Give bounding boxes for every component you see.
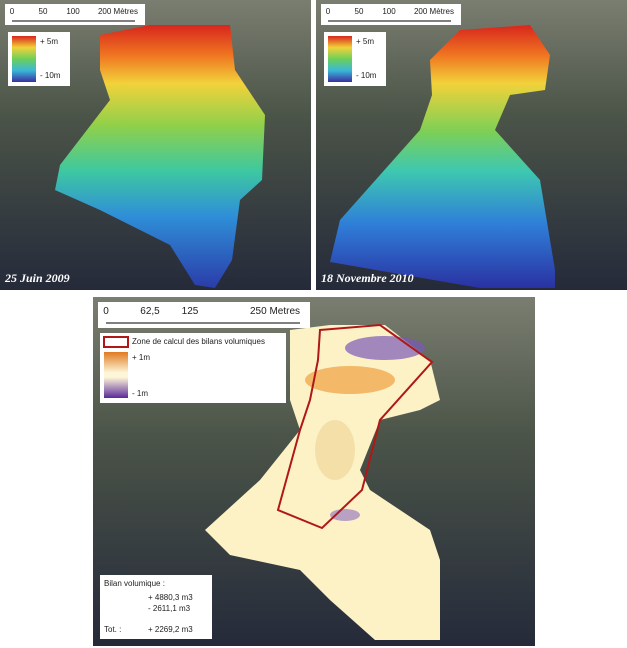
scale-label: 0 (326, 7, 331, 16)
scale-label: 50 (39, 7, 48, 16)
scale-label: 200 Mètres (414, 7, 454, 16)
panel-2009: 0 50 100 200 Mètres + 5m - 10m 25 Juin 2… (0, 0, 311, 290)
legend-label: + 5m (356, 37, 374, 46)
scale-label: 200 Mètres (98, 7, 138, 16)
scale-label: 250 Metres (250, 306, 300, 317)
scale-label: 0 (103, 306, 109, 317)
legend-label: + 5m (40, 37, 58, 46)
legend-label: + 1m (132, 353, 150, 362)
scale-label: 100 (382, 7, 396, 16)
legend-label: - 10m (356, 71, 377, 80)
scale-label: 50 (355, 7, 364, 16)
scale-box (5, 4, 145, 25)
legend-label: - 1m (132, 389, 148, 398)
panel-difference: 0 62,5 125 250 Metres Zone de calcul des… (93, 297, 535, 646)
summary-gain: + 4880,3 m3 (148, 593, 193, 602)
bathymetry (55, 25, 265, 288)
legend-label: - 10m (40, 71, 61, 80)
scale-label: 62,5 (140, 306, 160, 317)
legend-zone-swatch (103, 336, 129, 348)
summary-title: Bilan volumique : (104, 579, 165, 588)
legend-ramp (12, 36, 36, 82)
accretion-area (305, 366, 395, 394)
scale-label: 0 (10, 7, 15, 16)
scale-box (321, 4, 461, 25)
summary-total: + 2269,2 m3 (148, 625, 193, 634)
scale-label: 100 (66, 7, 80, 16)
legend-label: Zone de calcul des bilans volumiques (132, 337, 265, 346)
summary-loss: - 2611,1 m3 (148, 604, 191, 613)
date-label: 18 Novembre 2010 (321, 271, 414, 285)
summary-box (100, 575, 212, 639)
legend-ramp (328, 36, 352, 82)
legend-box (100, 333, 286, 403)
panel-2010: 0 50 100 200 Mètres + 5m - 10m 18 Novemb… (316, 0, 627, 290)
calculation-zone (276, 323, 434, 530)
scale-label: 125 (182, 306, 199, 317)
scale-box (98, 302, 310, 328)
legend-ramp (104, 352, 128, 398)
difference-surface (205, 325, 440, 640)
accretion-area (315, 420, 355, 480)
summary-total-label: Tot. : (104, 625, 121, 634)
date-label: 25 Juin 2009 (4, 271, 70, 285)
bathymetry (330, 25, 555, 288)
